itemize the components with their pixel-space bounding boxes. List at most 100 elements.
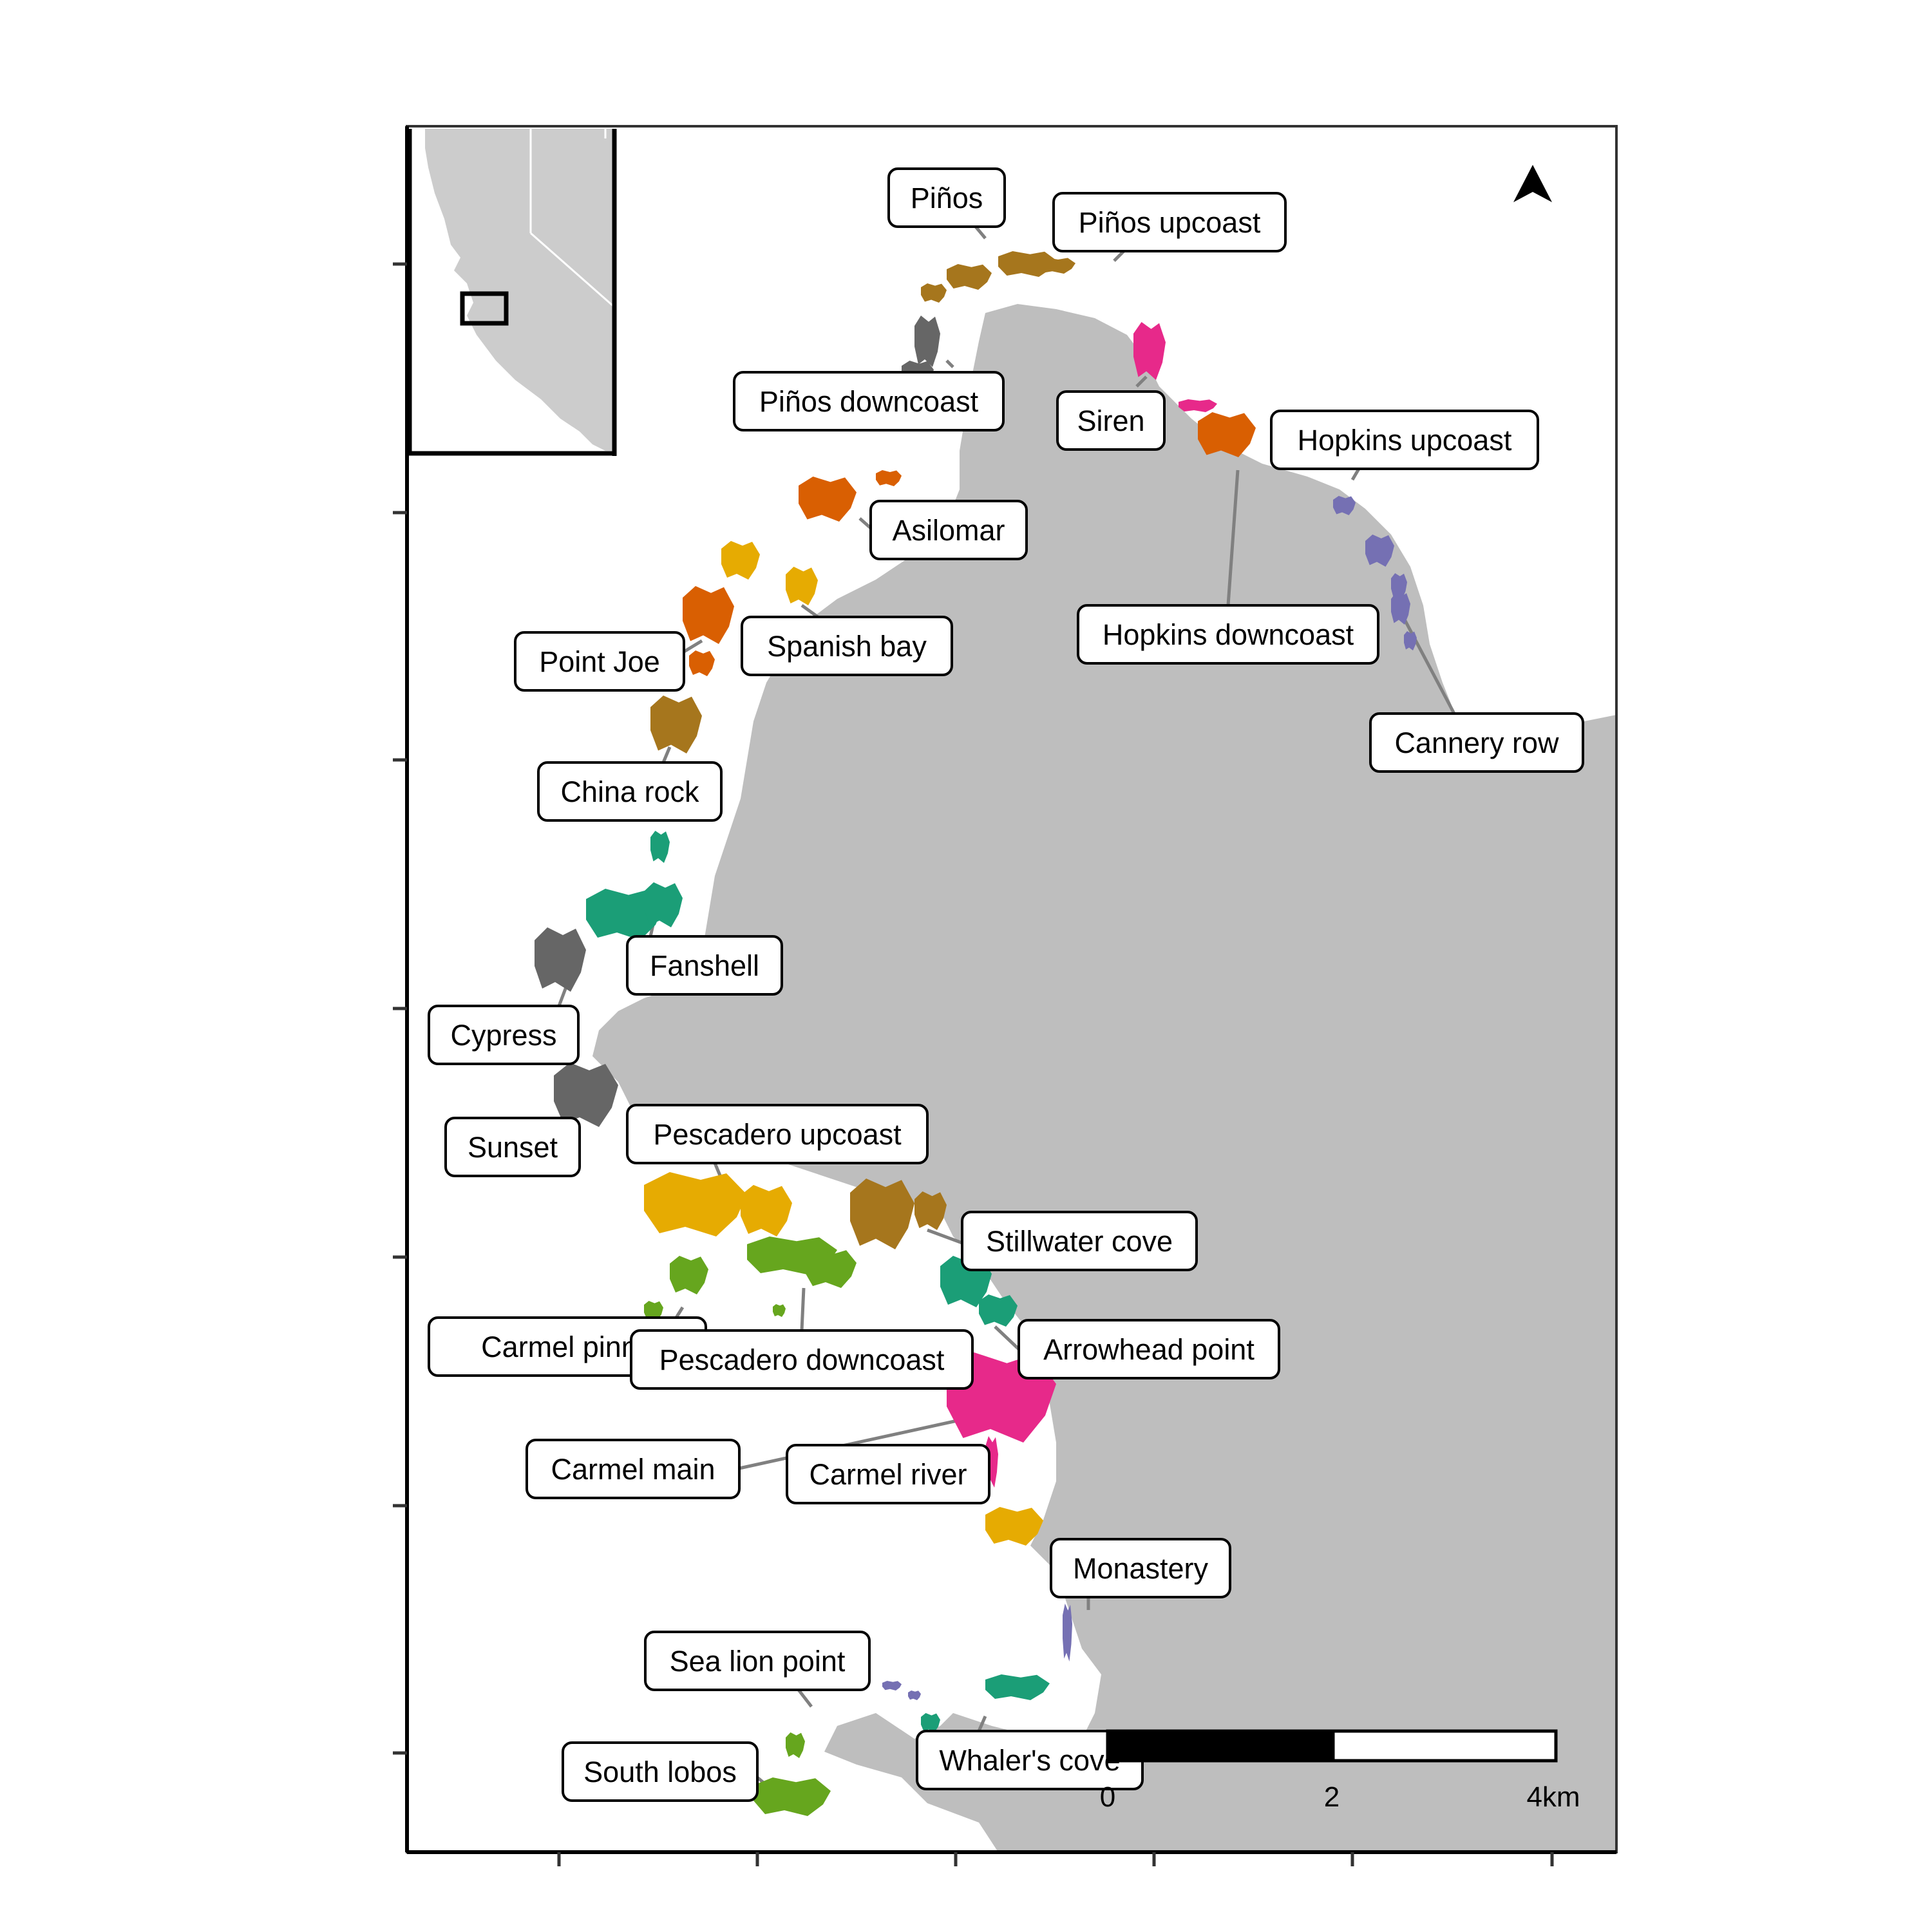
- label-box: [526, 1439, 741, 1499]
- kelp-patch-south-lobos: [786, 1732, 805, 1758]
- site-label-carmel-main: Carmel main: [526, 1439, 741, 1499]
- label-text: Monastery: [1073, 1552, 1209, 1585]
- kelp-patch-stillwater-cove: [914, 1191, 947, 1230]
- label-box: [444, 1117, 581, 1177]
- label-text: Carmel pinna: [481, 1331, 654, 1363]
- label-box: [786, 1444, 990, 1504]
- leader-line-arrowhead-point: [994, 1325, 1020, 1350]
- kelp-patch-south-lobos: [753, 1777, 831, 1816]
- kelp-patch-sea-lion-point: [1063, 1604, 1072, 1662]
- label-box: [626, 1104, 929, 1164]
- kelp-patch-pescadero-downcoast: [773, 1304, 786, 1317]
- kelp-patch-asilomar: [799, 477, 857, 522]
- kelp-patch-fanshell: [650, 831, 670, 863]
- leader-line-spanish-bay: [800, 603, 819, 619]
- scale-bar-black-segment: [1108, 1731, 1333, 1761]
- label-box: [1077, 604, 1379, 665]
- leader-line-asilomar: [858, 517, 872, 529]
- label-box: [1018, 1319, 1280, 1379]
- label-text: Arrowhead point: [1043, 1333, 1255, 1366]
- label-box: [537, 761, 723, 822]
- site-label-pescadero-upcoast: Pescadero upcoast: [626, 1104, 929, 1164]
- site-label-pi-os-upcoast: Piños upcoast: [1052, 192, 1287, 252]
- kelp-patch-spanish-bay: [721, 541, 760, 580]
- kelp-patch-point-joe: [683, 586, 734, 644]
- leader-line-pi-os-downcoast: [945, 359, 954, 368]
- label-box: [1050, 1538, 1231, 1598]
- site-label-cypress: Cypress: [428, 1005, 580, 1065]
- leader-line-pescadero-downcoast: [800, 1287, 806, 1331]
- label-box: [869, 500, 1028, 560]
- label-text: Piños: [911, 182, 983, 214]
- scale-bar-white-segment: [1331, 1729, 1558, 1763]
- leader-line-carmel-main: [739, 1417, 967, 1470]
- label-text: Hopkins downcoast: [1103, 618, 1354, 651]
- site-label-hopkins-downcoast: Hopkins downcoast: [1077, 604, 1379, 665]
- label-box: [1056, 390, 1166, 451]
- leader-line-pi-os-upcoast: [1113, 250, 1125, 262]
- leader-line-carmel-pinnacles: [674, 1306, 685, 1319]
- kelp-patch-pi-os: [921, 283, 947, 303]
- kelp-patch-pescadero-downcoast: [805, 1249, 857, 1288]
- kelp-patch-monastery: [985, 1507, 1043, 1546]
- label-text: South lobos: [583, 1756, 737, 1788]
- inset-study-area-box: [460, 291, 509, 326]
- site-label-china-rock: China rock: [537, 761, 723, 822]
- site-label-fanshell: Fanshell: [626, 935, 783, 996]
- kelp-patch-asilomar: [876, 470, 902, 486]
- site-label-stillwater-cove: Stillwater cove: [961, 1211, 1198, 1271]
- map-panel: Piños Piños upcoast Piños downcoast Siren Ho…: [407, 126, 1616, 1852]
- leader-line-pi-os: [974, 225, 987, 240]
- kelp-patch-sea-lion-point: [908, 1690, 921, 1700]
- site-label-pi-os-downcoast: Piños downcoast: [733, 371, 1005, 431]
- label-box: [961, 1211, 1198, 1271]
- axis-ticks: [393, 262, 1554, 1866]
- label-text: Pescadero upcoast: [653, 1118, 902, 1151]
- kelp-patch-whaler-s-cove: [985, 1674, 1050, 1700]
- land-mass: [592, 304, 1616, 1852]
- kelp-patch-carmel-pinnacles: [670, 1256, 708, 1294]
- label-box: [644, 1631, 871, 1691]
- site-label-monastery: Monastery: [1050, 1538, 1231, 1598]
- kelp-patch-sea-lion-point: [882, 1681, 902, 1690]
- site-label-carmel-river: Carmel river: [786, 1444, 990, 1504]
- kelp-patch-hopkins-upcoast: [1333, 496, 1356, 515]
- kelp-patch-stillwater-cove: [850, 1179, 914, 1249]
- label-text: Carmel river: [809, 1458, 967, 1491]
- label-text: Spanish bay: [767, 630, 927, 663]
- kelp-patch-china-rock: [650, 696, 702, 753]
- site-label-sunset: Sunset: [444, 1117, 581, 1177]
- leader-line-whaler-s-cove: [977, 1716, 987, 1732]
- kelp-patch-pi-os: [947, 264, 992, 290]
- leader-line-hopkins-downcoast: [1226, 469, 1240, 606]
- label-text: Carmel main: [551, 1453, 715, 1486]
- label-box: [1369, 712, 1584, 773]
- site-label-cannery-row: Cannery row: [1369, 712, 1584, 773]
- kelp-patch-arrowhead-point: [979, 1294, 1018, 1327]
- kelp-patch-cypress: [535, 927, 586, 992]
- label-text: Sea lion point: [670, 1645, 846, 1678]
- kelp-patch-spanish-bay: [786, 567, 818, 605]
- kelp-patch-hopkins-downcoast: [1198, 412, 1256, 457]
- label-text: Fanshell: [650, 949, 759, 982]
- label-text: Asilomar: [892, 514, 1005, 547]
- label-box: [1270, 410, 1539, 470]
- leader-line-china-rock: [661, 746, 672, 763]
- label-text: Sunset: [468, 1131, 558, 1164]
- site-label-point-joe: Point Joe: [514, 631, 685, 692]
- leader-line-cypress: [557, 985, 569, 1007]
- site-label-pescadero-downcoast: Pescadero downcoast: [630, 1329, 974, 1390]
- label-box: [1052, 192, 1287, 252]
- label-text: Whaler's cove: [939, 1744, 1120, 1777]
- label-box: [428, 1005, 580, 1065]
- site-label-hopkins-upcoast: Hopkins upcoast: [1270, 410, 1539, 470]
- label-text: Point Joe: [539, 645, 660, 678]
- leader-line-stillwater-cove: [927, 1228, 963, 1245]
- label-box: [562, 1741, 759, 1802]
- kelp-patch-cannery-row: [1391, 592, 1410, 625]
- kelp-patch-fanshell: [644, 882, 683, 927]
- label-text: Cannery row: [1394, 726, 1559, 759]
- site-label-sea-lion-point: Sea lion point: [644, 1631, 871, 1691]
- kelp-patch-pescadero-upcoast: [741, 1185, 792, 1236]
